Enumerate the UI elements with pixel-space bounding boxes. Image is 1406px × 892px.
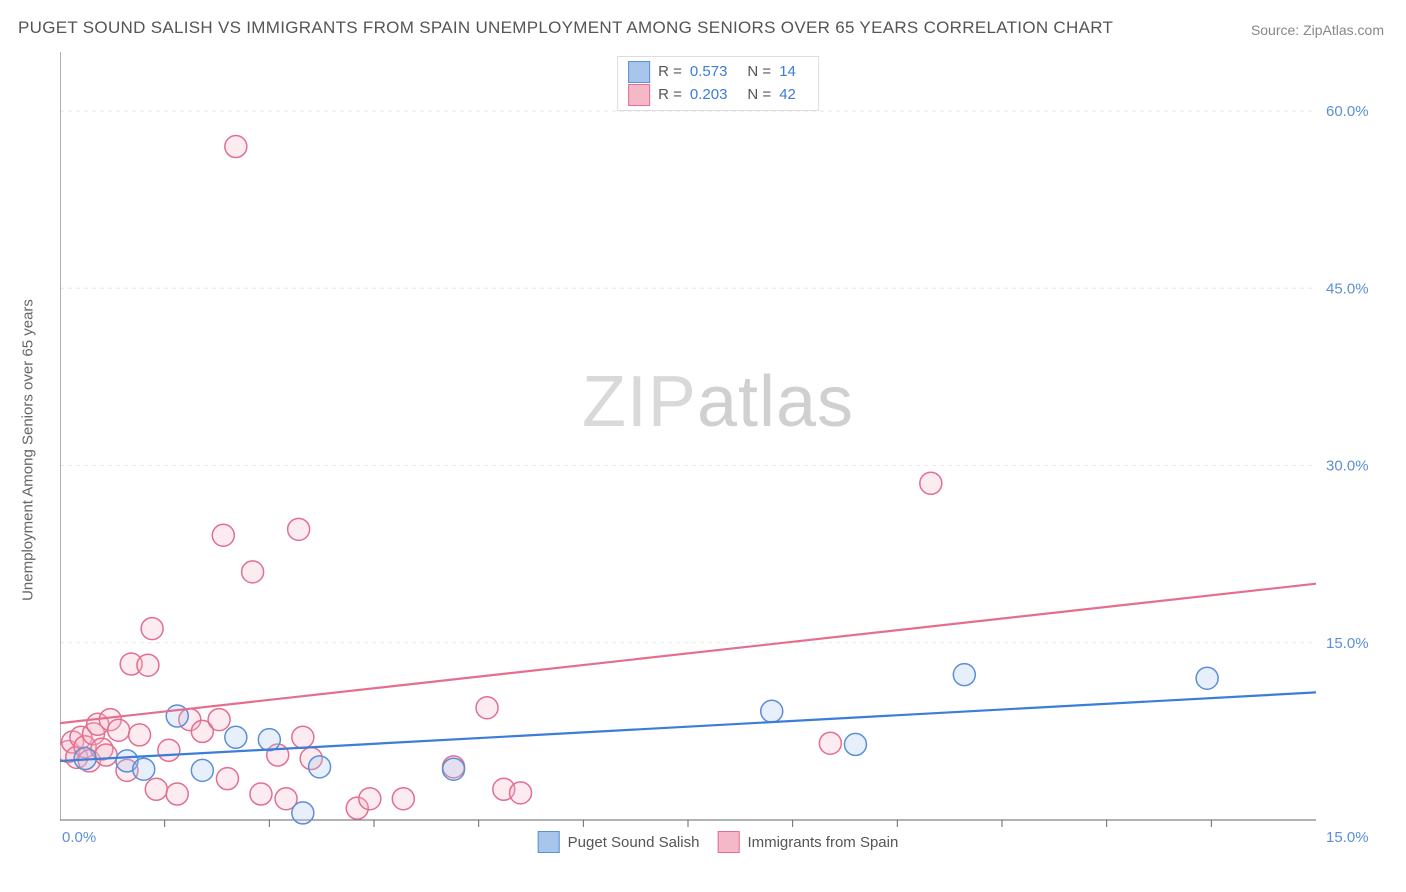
legend-r-spain: 0.203 [690,84,728,107]
legend-series: Puget Sound Salish Immigrants from Spain [538,831,899,853]
legend-swatch-salish [628,61,650,83]
plot-area: ZIPatlas R = 0.573 N = 14 R = 0.203 N = … [60,50,1376,850]
chart-container: Unemployment Among Seniors over 65 years… [50,50,1376,850]
legend-r-salish: 0.573 [690,61,728,84]
svg-text:60.0%: 60.0% [1326,103,1369,120]
svg-text:45.0%: 45.0% [1326,280,1369,297]
svg-text:0.0%: 0.0% [62,829,96,846]
legend-item-salish: Puget Sound Salish [538,831,700,853]
legend-item-spain: Immigrants from Spain [717,831,898,853]
legend-label-salish: Puget Sound Salish [568,834,700,851]
svg-text:30.0%: 30.0% [1326,458,1369,475]
legend-stats-row-salish: R = 0.573 N = 14 [628,61,808,84]
legend-stats: R = 0.573 N = 14 R = 0.203 N = 42 [617,56,819,111]
svg-text:15.0%: 15.0% [1326,829,1369,846]
chart-title: PUGET SOUND SALISH VS IMMIGRANTS FROM SP… [18,18,1113,38]
legend-r-label: R = [658,61,682,84]
y-axis-label: Unemployment Among Seniors over 65 years [20,299,37,601]
legend-n-salish: 14 [779,61,796,84]
legend-swatch-salish-b [538,831,560,853]
source-attribution: Source: ZipAtlas.com [1251,22,1384,38]
legend-swatch-spain [628,84,650,106]
legend-r-label: R = [658,84,682,107]
chart-svg: 15.0% 30.0% 45.0% 60.0% 0.0% 15.0% [60,50,1376,850]
legend-stats-row-spain: R = 0.203 N = 42 [628,84,808,107]
legend-n-label: N = [747,84,771,107]
legend-label-spain: Immigrants from Spain [747,834,898,851]
legend-swatch-spain-b [717,831,739,853]
svg-text:15.0%: 15.0% [1326,635,1369,652]
legend-n-spain: 42 [779,84,796,107]
legend-n-label: N = [747,61,771,84]
